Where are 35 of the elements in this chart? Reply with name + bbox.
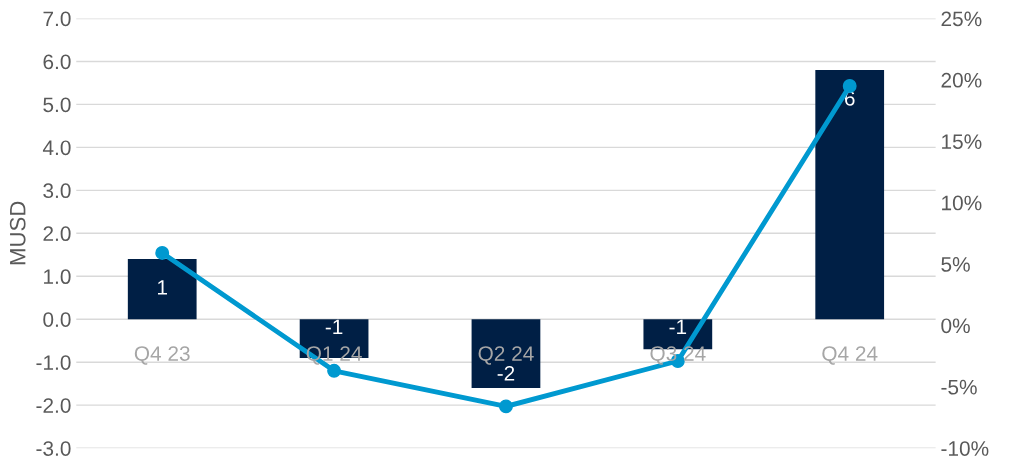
y-tick-label: -2.0 [36, 398, 71, 413]
y-tick-label: -1.0 [36, 355, 71, 370]
point [499, 399, 513, 414]
y-tick-label: 5.0 [43, 97, 71, 113]
y-tick-label: 6.0 [43, 54, 71, 70]
y2-tick-label: 0% [941, 318, 970, 334]
y-tick-label: 7.0 [43, 11, 71, 27]
data-label: 1 [158, 280, 167, 295]
y2-tick-label: 25% [941, 11, 982, 27]
data-label: -2 [497, 365, 515, 381]
bar [471, 319, 541, 388]
x-tick-label: Q4 23 [134, 346, 190, 365]
y2-tick-label: 10% [942, 195, 982, 211]
y2-tick-label: 20% [941, 72, 982, 88]
bar [127, 259, 197, 320]
x-tick-label: Q3 24 [650, 346, 706, 365]
y-tick-label: 3.0 [43, 183, 71, 199]
y-tick-label: 1.0 [44, 269, 71, 285]
data-label: -1 [669, 319, 687, 335]
y-tick-label: 2.0 [43, 226, 71, 242]
bar [815, 70, 885, 320]
y-tick-label: -3.0 [36, 441, 71, 456]
y-axis-title: MUSD [9, 201, 26, 265]
x-tick-label: Q4 24 [822, 346, 878, 365]
y2-tick-label: -10% [941, 441, 989, 456]
point [155, 246, 170, 260]
data-label: -1 [325, 319, 343, 335]
point [842, 79, 857, 93]
y2-tick-label: -5% [941, 379, 977, 395]
point [327, 363, 342, 378]
y2-tick-label: 5% [941, 257, 970, 272]
x-tick-label: Q2 24 [478, 346, 534, 365]
y2-tick-label: 15% [942, 134, 982, 149]
y-tick-label: 4.0 [42, 140, 71, 156]
y-tick-label: 0.0 [43, 312, 71, 327]
